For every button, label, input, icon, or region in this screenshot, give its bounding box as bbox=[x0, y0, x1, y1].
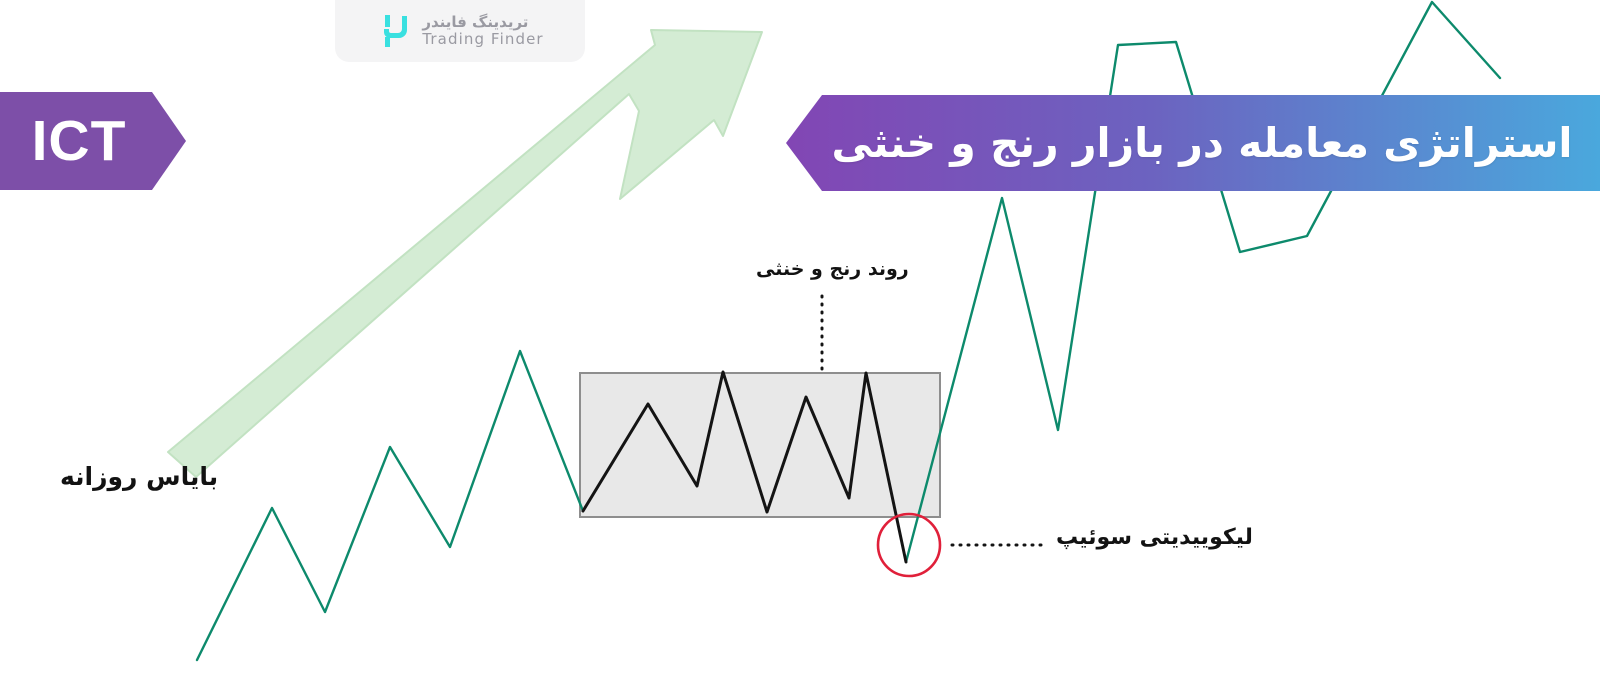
annotation-range-trend: روند رنج و خنثی bbox=[756, 258, 909, 280]
brand-name-fa: تریدینگ فایندر bbox=[422, 12, 529, 31]
price-line-uptrend-left bbox=[195, 349, 585, 662]
trading-finder-logo-icon bbox=[384, 15, 408, 47]
consolidation-range-zone bbox=[579, 372, 941, 518]
title-banner: استراتژی معامله در بازار رنج و خنثی bbox=[786, 95, 1600, 191]
annotation-liquidity-sweep: لیکوییدیتی سوئیپ bbox=[1056, 525, 1253, 550]
brand-text-block: تریدینگ فایندر Trading Finder bbox=[422, 12, 544, 49]
page-title: استراتژی معامله در بازار رنج و خنثی bbox=[831, 119, 1573, 167]
overall-uptrend-arrow bbox=[167, 29, 763, 478]
ict-badge: ICT bbox=[0, 92, 186, 190]
liquidity-sweep-circle bbox=[876, 512, 942, 578]
annotation-daily-bias: بایاس روزانه bbox=[60, 462, 219, 491]
brand-watermark: تریدینگ فایندر Trading Finder bbox=[335, 0, 585, 62]
ict-badge-label: ICT bbox=[31, 109, 127, 173]
price-line-range-consolidation bbox=[581, 370, 908, 564]
price-line-breakout-right bbox=[904, 0, 1502, 564]
title-banner-shape bbox=[786, 95, 1600, 191]
brand-name-en: Trading Finder bbox=[422, 30, 544, 48]
ict-badge-shape bbox=[0, 92, 186, 190]
